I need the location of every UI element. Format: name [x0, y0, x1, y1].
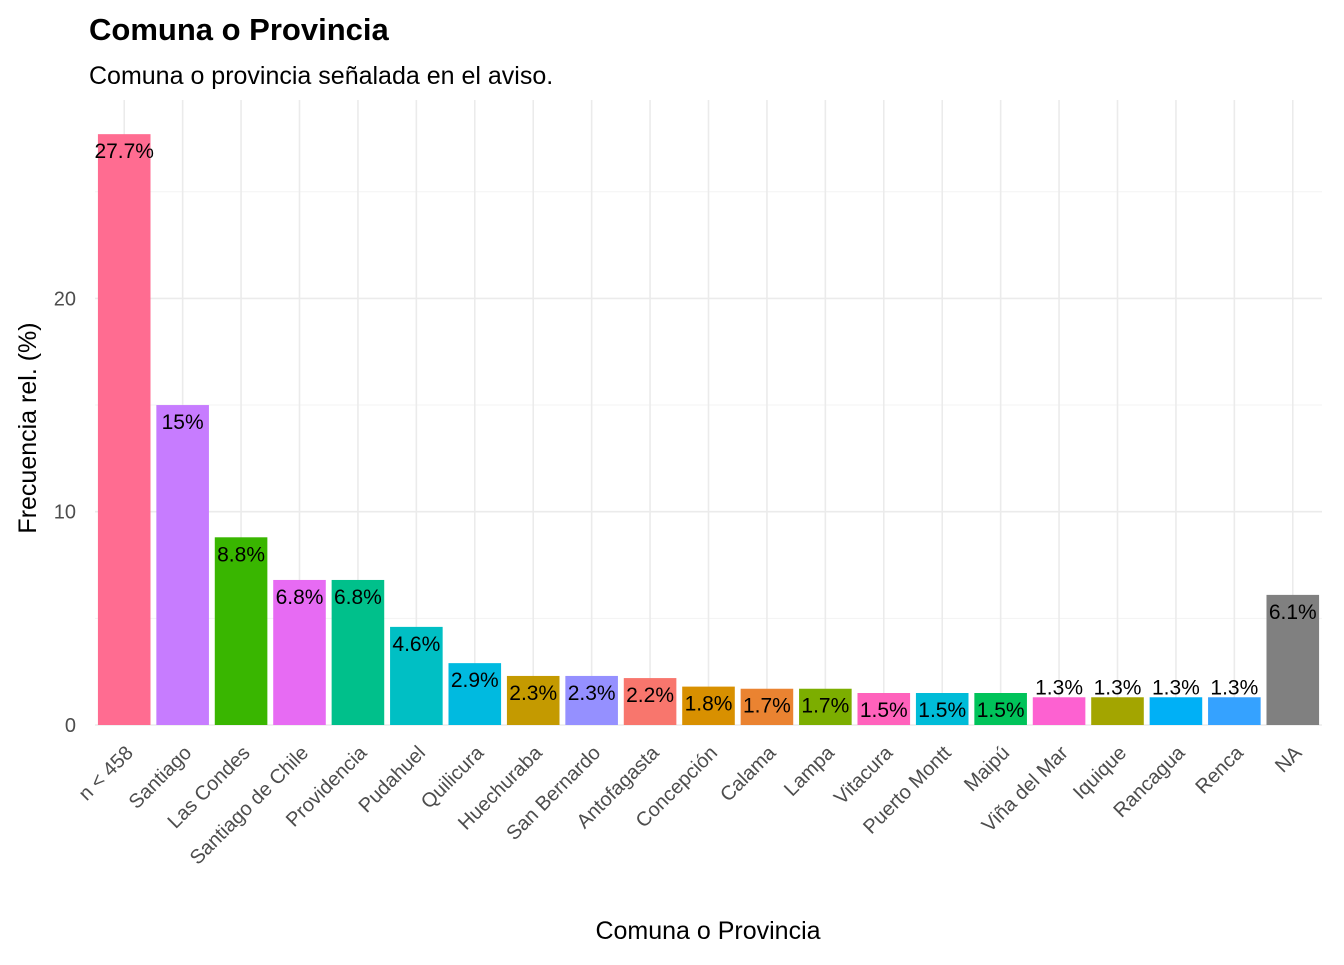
- bar-value-label: 1.5%: [977, 699, 1025, 722]
- bar-value-label: 2.3%: [568, 682, 616, 705]
- bar: [97, 134, 151, 725]
- bar-value-label: 1.5%: [860, 699, 908, 722]
- bar: [565, 675, 618, 725]
- bar-value-label: 2.2%: [626, 684, 674, 707]
- x-tick-label: Calama: [716, 741, 781, 806]
- bar: [740, 688, 794, 725]
- bar-value-label: 2.9%: [451, 669, 499, 692]
- y-axis-ticks: 0 10 20: [54, 288, 76, 737]
- bar-value-label: 1.3%: [1210, 676, 1258, 699]
- bar: [390, 626, 443, 725]
- chart-subtitle: Comuna o provincia señalada en el aviso.: [89, 62, 553, 90]
- x-tick-label: NA: [1271, 742, 1307, 778]
- bar: [974, 693, 1027, 725]
- bar-value-label: 8.8%: [217, 543, 265, 566]
- bar-value-label: 1.5%: [918, 699, 966, 722]
- y-tick-label: 0: [65, 715, 76, 737]
- bar-labels: 27.7% 15% 8.8% 6.8% 6.8% 4.6% 2.9% 2.3% 2.3% 2.2%…: [94, 140, 1316, 722]
- grid: [95, 100, 1322, 726]
- y-tick-label: 20: [54, 288, 76, 310]
- chart-title: Comuna o Provincia: [89, 12, 389, 47]
- bar: [214, 537, 268, 725]
- bar: [682, 686, 735, 725]
- bar-value-label: 15%: [162, 411, 204, 434]
- bar-value-label: 4.6%: [392, 633, 440, 656]
- bar-value-label: 2.3%: [509, 682, 557, 705]
- bar: [331, 579, 385, 725]
- bar-value-label: 1.7%: [801, 695, 849, 718]
- bar-value-label: 1.7%: [743, 695, 791, 718]
- x-tick-label: Maipú: [960, 742, 1014, 796]
- bar: [273, 579, 326, 725]
- bar-value-label: 1.8%: [685, 693, 733, 716]
- bar: [857, 693, 911, 725]
- bar-value-label: 27.7%: [94, 140, 154, 163]
- y-axis-title: Frecuencia rel. (%): [14, 322, 42, 533]
- bar: [1208, 697, 1261, 725]
- bar-value-label: 6.8%: [334, 586, 382, 609]
- y-tick-label: 10: [54, 502, 76, 524]
- x-axis-title: Comuna o Provincia: [595, 917, 820, 945]
- bars: [97, 134, 1320, 725]
- bar: [623, 678, 677, 725]
- bar: [1032, 697, 1086, 725]
- bar: [1266, 594, 1320, 725]
- bar: [1149, 697, 1203, 725]
- bar-value-label: 6.8%: [276, 586, 324, 609]
- bar-value-label: 6.1%: [1269, 601, 1317, 624]
- x-tick-label: Renca: [1191, 741, 1248, 798]
- bar: [799, 688, 852, 725]
- bar-value-label: 1.3%: [1035, 676, 1083, 699]
- bar: [448, 663, 502, 725]
- bar: [1091, 697, 1144, 725]
- bar: [506, 675, 560, 725]
- bar: [915, 693, 969, 725]
- bar-value-label: 1.3%: [1094, 676, 1142, 699]
- bar: [156, 405, 209, 725]
- bar-value-label: 1.3%: [1152, 676, 1200, 699]
